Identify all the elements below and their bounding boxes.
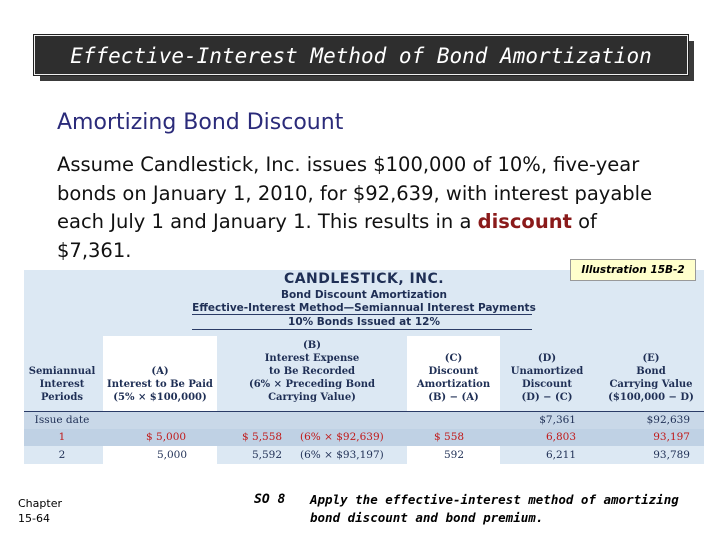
header-bottom-rule	[24, 411, 704, 412]
col-head-periods-3: Periods	[41, 392, 83, 403]
col-head-e: (E) Bond Carrying Value ($100,000 − D)	[600, 352, 702, 404]
paragraph-text-end: of $7,361.	[57, 210, 597, 262]
study-objective-text: Apply the effective-interest method of a…	[310, 492, 679, 525]
col-head-periods-2: Interest	[39, 379, 85, 390]
col-head-d-2: Unamortized	[510, 366, 584, 377]
slide-title: Effective-Interest Method of Bond Amorti…	[33, 34, 689, 76]
row1-b: $ 5,558	[242, 431, 283, 443]
col-head-e-1: (E)	[642, 353, 660, 364]
col-head-b-3: to Be Recorded	[268, 366, 356, 377]
row2-b-calc: (6% × $93,197)	[300, 449, 384, 461]
row1-c: $ 558	[434, 431, 465, 443]
chapter-line-2: 15-64	[18, 512, 50, 525]
col-head-c-3: Amortization	[416, 379, 491, 390]
row2-b: 5,592	[251, 449, 282, 461]
col-head-c: (C) Discount Amortization (B) − (A)	[407, 352, 500, 404]
col-head-b: (B) Interest Expense to Be Recorded (6% …	[224, 339, 400, 404]
col-head-c-2: Discount	[428, 366, 479, 377]
row0-d: $7,361	[539, 414, 576, 426]
col-head-b-1: (B)	[303, 340, 321, 351]
table-row: 1 $ 5,000 $ 5,558 (6% × $92,639) $ 558 6…	[24, 429, 704, 446]
row0-e: $92,639	[646, 414, 690, 426]
table-company: CANDLESTICK, INC.	[283, 271, 445, 287]
row2-e: 93,789	[653, 449, 690, 461]
col-head-e-2: Bond	[636, 366, 666, 377]
col-head-d-3: Discount	[521, 379, 573, 390]
table-row: 2 5,000 5,592 (6% × $93,197) 592 6,211 9…	[24, 446, 704, 464]
row1-b-calc: (6% × $92,639)	[300, 431, 384, 443]
col-head-d-1: (D)	[537, 353, 557, 364]
col-head-e-3: Carrying Value	[609, 379, 693, 390]
table-heading-1: Bond Discount Amortization	[280, 289, 448, 301]
row2-d: 6,211	[545, 449, 576, 461]
col-head-c-1: (C)	[444, 353, 463, 364]
table-heading-3: 10% Bonds Issued at 12%	[288, 316, 440, 328]
col-head-b-5: Carrying Value)	[268, 392, 356, 403]
row2-a: 5,000	[156, 449, 187, 461]
col-head-d: (D) Unamortized Discount (D) − (C)	[504, 352, 590, 404]
row2-period: 2	[58, 449, 66, 461]
slide-subtitle: Amortizing Bond Discount	[57, 110, 344, 135]
intro-paragraph: Assume Candlestick, Inc. issues $100,000…	[57, 151, 657, 265]
col-head-periods: Semiannual Interest Periods	[24, 365, 100, 404]
table-row: Issue date $7,361 $92,639	[24, 412, 704, 429]
col-head-a-1: (A)	[151, 366, 169, 377]
paragraph-highlight: discount	[477, 210, 572, 233]
amortization-table: CANDLESTICK, INC. Bond Discount Amortiza…	[24, 270, 704, 464]
heading-rule-2	[192, 329, 532, 330]
col-head-b-4: (6% × Preceding Bond	[248, 379, 376, 390]
col-head-d-4: (D) − (C)	[521, 392, 573, 403]
row1-d: 6,803	[545, 431, 576, 443]
col-head-a-2: Interest to Be Paid	[107, 379, 213, 390]
col-head-a: (A) Interest to Be Paid (5% × $100,000)	[103, 365, 217, 404]
chapter-label: Chapter 15-64	[18, 496, 62, 526]
row1-e: 93,197	[653, 431, 690, 443]
col-head-periods-1: Semiannual	[28, 366, 96, 377]
col-head-c-4: (B) − (A)	[428, 392, 479, 403]
table-heading-2: Effective-Interest Method—Semiannual Int…	[192, 302, 536, 314]
row0-period: Issue date	[34, 414, 90, 426]
row1-period: 1	[58, 431, 66, 443]
chapter-line-1: Chapter	[18, 497, 62, 510]
col-head-a-3: (5% × $100,000)	[113, 392, 207, 403]
illustration-label: Illustration 15B-2	[570, 259, 696, 281]
study-objective-label: SO 8	[254, 492, 286, 507]
heading-rule-1	[192, 314, 532, 315]
row1-a: $ 5,000	[146, 431, 187, 443]
col-head-b-2: Interest Expense	[264, 353, 360, 364]
paragraph-text-start: Assume Candlestick, Inc. issues $100,000…	[57, 153, 653, 233]
col-head-e-4: ($100,000 − D)	[608, 392, 694, 403]
row2-c: 592	[443, 449, 464, 461]
